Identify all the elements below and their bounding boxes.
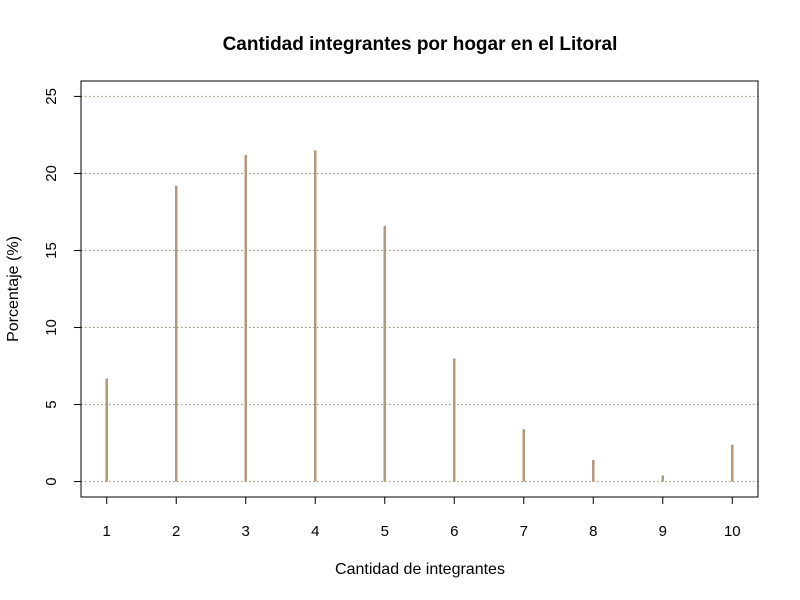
y-tick-label: 10 — [43, 319, 60, 336]
chart-title: Cantidad integrantes por hogar en el Lit… — [223, 34, 618, 55]
x-tick-label: 1 — [103, 523, 111, 540]
x-tick-label: 8 — [589, 523, 597, 540]
y-tick-label: 15 — [43, 242, 60, 259]
y-axis: 0 5 10 15 20 25 — [43, 88, 82, 486]
y-tick-label: 5 — [43, 400, 60, 408]
x-axis: 1 2 3 4 5 6 7 8 9 10 — [103, 496, 741, 540]
y-tick-label: 25 — [43, 88, 60, 105]
x-tick-label: 6 — [450, 523, 458, 540]
x-axis-label: Cantidad de integrantes — [335, 561, 505, 578]
x-tick-label: 10 — [724, 523, 741, 540]
bars — [105, 150, 734, 482]
plot-frame — [80, 80, 759, 498]
y-tick-label: 20 — [43, 165, 60, 182]
x-tick-label: 3 — [242, 523, 250, 540]
y-tick-label: 0 — [43, 477, 60, 485]
x-tick-label: 4 — [311, 523, 319, 540]
x-tick-label: 9 — [659, 523, 667, 540]
x-tick-label: 5 — [381, 523, 389, 540]
y-axis-label: Porcentaje (%) — [5, 236, 22, 342]
gridlines — [81, 95, 758, 483]
x-tick-label: 7 — [520, 523, 528, 540]
x-tick-label: 2 — [172, 523, 180, 540]
